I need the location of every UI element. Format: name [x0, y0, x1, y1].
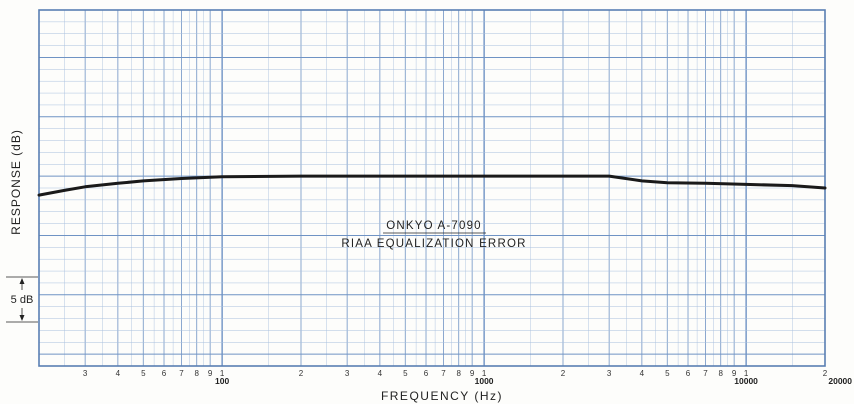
x-tick-label-9: 3 [345, 369, 350, 378]
x-axis-label: FREQUENCY (Hz) [381, 389, 503, 403]
x-tick-label-7: 1 [220, 369, 225, 378]
x-tick-label-23: 8 [718, 369, 723, 378]
scale-marker: 5 dB [6, 276, 38, 323]
x-tick-label-12: 6 [424, 369, 429, 378]
response-curve-0 [37, 174, 827, 197]
x-major-label-2: 10000 [734, 376, 758, 386]
scale-marker-down-arrow [19, 315, 25, 321]
chart-title-block: ONKYO A-7090 RIAA EQUALIZATION ERROR [341, 220, 526, 250]
x-tick-label-15: 9 [470, 369, 475, 378]
x-tick-label-3: 6 [162, 369, 167, 378]
x-tick-label-19: 4 [640, 369, 645, 378]
x-tick-label-0: 3 [83, 369, 88, 378]
x-tick-label-6: 9 [208, 369, 213, 378]
x-tick-label-13: 7 [441, 369, 446, 378]
grid [38, 9, 826, 367]
x-tick-label-22: 7 [703, 369, 708, 378]
x-tick-label-25: 1 [744, 369, 749, 378]
x-major-label-1: 1000 [475, 376, 494, 386]
x-tick-label-26: 2 [823, 369, 828, 378]
x-tick-label-2: 5 [141, 369, 146, 378]
scale-marker-label: 5 dB [11, 294, 34, 306]
x-major-label-3: 20000 [828, 376, 852, 386]
chart-subtitle: RIAA EQUALIZATION ERROR [341, 238, 526, 250]
chart-title: ONKYO A-7090 [386, 220, 482, 232]
x-tick-label-5: 8 [194, 369, 199, 378]
x-major-label-0: 100 [215, 376, 229, 386]
scale-marker-up-arrow [19, 278, 25, 284]
series-group [37, 174, 827, 197]
x-tick-label-24: 9 [732, 369, 737, 378]
x-tick-label-21: 6 [686, 369, 691, 378]
x-tick-label-18: 3 [607, 369, 612, 378]
x-tick-label-10: 4 [378, 369, 383, 378]
x-tick-label-17: 2 [561, 369, 566, 378]
x-tick-label-8: 2 [299, 369, 304, 378]
x-tick-label-20: 5 [665, 369, 670, 378]
x-tick-label-4: 7 [179, 369, 184, 378]
x-tick-label-1: 4 [116, 369, 121, 378]
y-axis-label: RESPONSE (dB) [9, 129, 23, 235]
x-tick-label-11: 5 [403, 369, 408, 378]
x-tick-label-16: 1 [482, 369, 487, 378]
x-tick-label-14: 8 [456, 369, 461, 378]
